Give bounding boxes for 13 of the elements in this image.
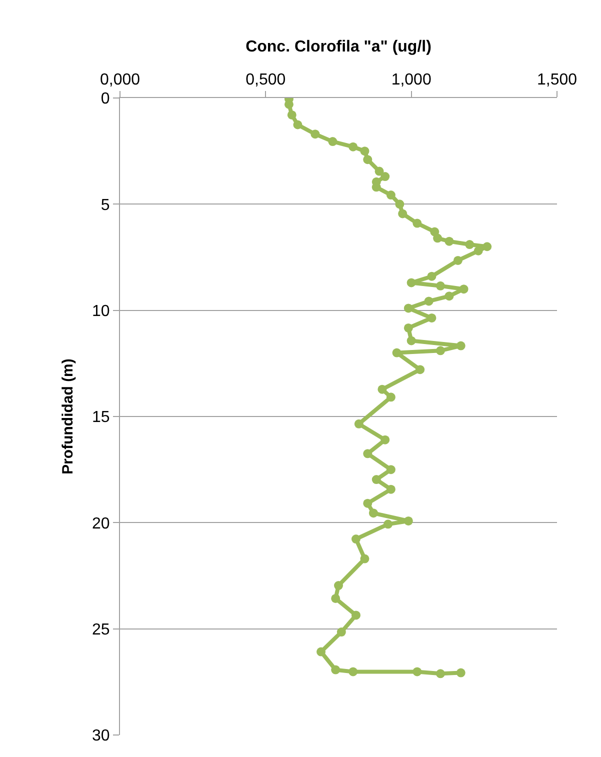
x-tick-label: 1,000 [391, 72, 432, 89]
y-tick-label: 10 [92, 302, 110, 320]
y-tick-label: 5 [100, 196, 110, 214]
y-tick-label: 15 [92, 409, 110, 426]
y-tick-label: 30 [92, 728, 110, 745]
x-tick-label: 1,500 [536, 72, 578, 89]
x-tick-label: 0,000 [100, 72, 140, 89]
x-tick-label: 0,500 [246, 72, 286, 89]
y-tick-label: 0 [100, 90, 110, 108]
y-axis-title: Profundidad (m) [59, 358, 76, 474]
y-tick-label: 20 [92, 515, 110, 532]
y-tick-label: 25 [92, 621, 110, 638]
x-axis-title: Conc. Clorofila "a" (ug/l) [246, 38, 432, 56]
